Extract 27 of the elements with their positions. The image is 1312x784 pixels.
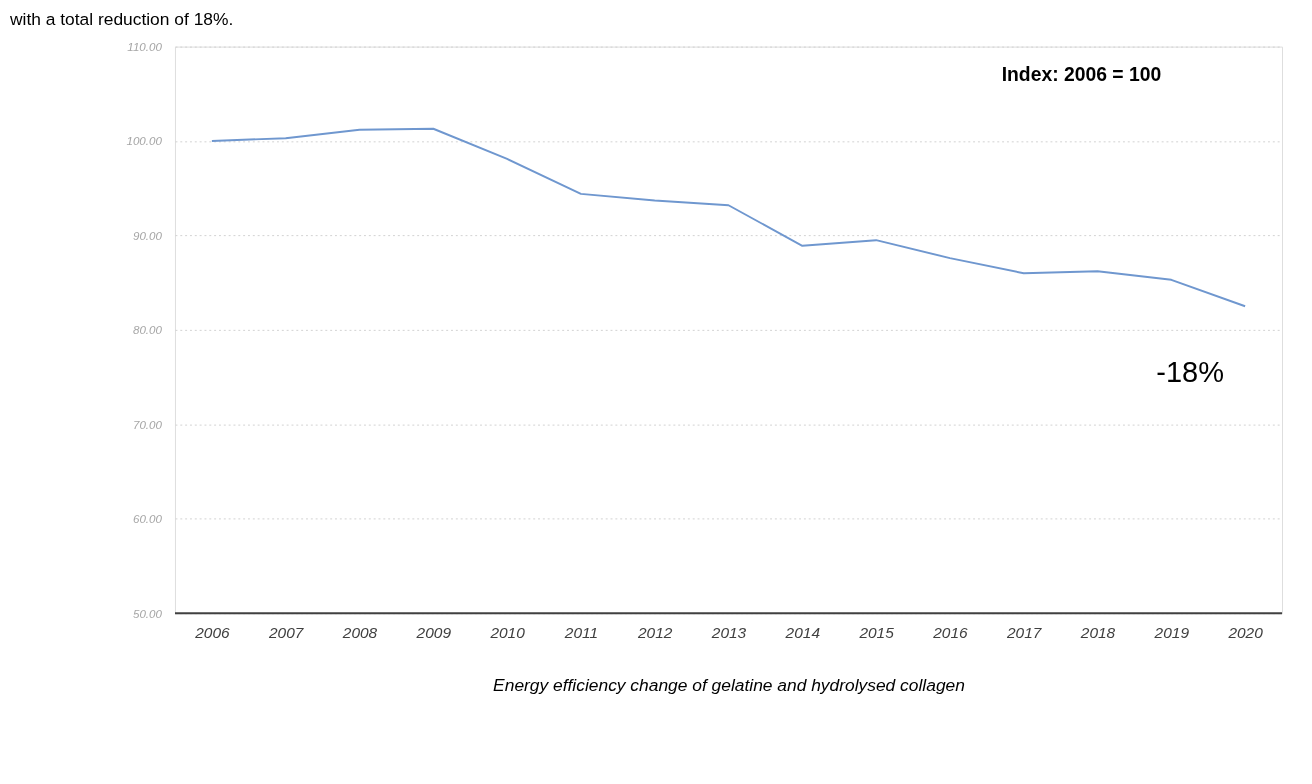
y-tick-label: 70.00 — [132, 417, 163, 431]
x-tick-label: 2016 — [932, 623, 968, 641]
line-series — [210, 127, 1247, 308]
y-tick-label: 80.00 — [132, 323, 163, 337]
annotation: Index: 2006 = 100 — [1001, 64, 1162, 86]
x-tick-label: 2014 — [784, 623, 821, 641]
x-tick-label: 2006 — [194, 623, 230, 641]
x-tick-label: 2013 — [710, 623, 747, 641]
x-tick-label: 2017 — [1006, 623, 1043, 641]
x-tick-label: 2010 — [489, 623, 526, 641]
x-tick-label: 2020 — [1227, 623, 1264, 641]
y-tick-label: 50.00 — [132, 606, 163, 620]
x-tick-label: 2007 — [267, 623, 305, 641]
y-tick-label: 110.00 — [127, 39, 163, 53]
y-tick-label: 100.00 — [126, 134, 163, 148]
x-tick-label: 2008 — [341, 623, 378, 641]
x-tick-label: 2009 — [415, 623, 452, 641]
x-tick-label: 2011 — [563, 623, 599, 641]
x-tick-label: 2018 — [1079, 623, 1116, 641]
x-tick-label: 2015 — [858, 623, 895, 641]
y-tick-label: 90.00 — [132, 228, 163, 242]
x-tick-label: 2012 — [637, 623, 673, 641]
chart-title: with a total reduction of 18%. — [8, 9, 234, 30]
x-axis-title: Energy efficiency change of gelatine and hydrolysed collagen — [493, 674, 965, 695]
x-tick-label: 2019 — [1153, 623, 1190, 641]
annotation: -18% — [1156, 356, 1225, 389]
y-tick-label: 60.00 — [132, 512, 163, 526]
